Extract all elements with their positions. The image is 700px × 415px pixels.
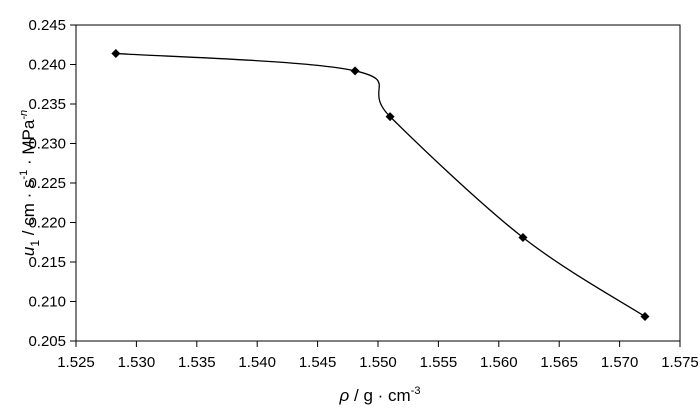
x-tick-label: 1.570 bbox=[601, 354, 639, 371]
y-axis-var-subscript: 1 bbox=[28, 240, 42, 247]
x-tick-label: 1.560 bbox=[480, 354, 518, 371]
y-tick-label: 0.240 bbox=[28, 57, 66, 74]
x-tick-label: 1.550 bbox=[359, 354, 397, 371]
y-axis-unit-exponent1: -1 bbox=[18, 170, 30, 180]
data-point-marker bbox=[385, 112, 395, 122]
y-tick-label: 0.230 bbox=[28, 136, 66, 153]
x-tick-label: 1.575 bbox=[661, 354, 699, 371]
y-tick-label: 0.210 bbox=[28, 294, 66, 311]
y-axis-title: u1 / cm · s-1 · MPa-n bbox=[18, 110, 42, 256]
y-tick-label: 0.220 bbox=[28, 215, 66, 232]
y-axis-ticks bbox=[70, 24, 76, 342]
y-tick-label: 0.225 bbox=[28, 175, 66, 192]
y-tick-label: 0.215 bbox=[28, 254, 66, 271]
x-tick-label: 1.555 bbox=[420, 354, 458, 371]
y-axis-tick-labels: 0.205 0.210 0.215 0.220 0.225 0.230 0.235 0.240… bbox=[28, 17, 66, 350]
data-point-marker bbox=[111, 48, 121, 58]
data-point-marker bbox=[350, 66, 360, 76]
x-tick-label: 1.535 bbox=[178, 354, 216, 371]
y-tick-label: 0.205 bbox=[28, 333, 66, 350]
y-axis-unit-part2: · MPa bbox=[19, 119, 38, 170]
series-layer bbox=[111, 48, 650, 322]
x-axis-tick-labels: 1.525 1.530 1.535 1.540 1.545 1.550 1.555 1.560… bbox=[57, 354, 699, 371]
y-tick-label: 0.235 bbox=[28, 96, 66, 113]
y-axis-var: u bbox=[19, 246, 38, 256]
data-point-marker bbox=[518, 233, 528, 243]
data-point-marker bbox=[640, 312, 650, 322]
x-tick-label: 1.525 bbox=[57, 354, 95, 371]
x-axis-var: ρ bbox=[339, 386, 350, 405]
plot-area bbox=[75, 24, 681, 342]
x-axis-unit: / g · cm bbox=[349, 386, 410, 405]
y-tick-label: 0.245 bbox=[28, 17, 66, 34]
y-axis-unit-part1: / cm · s bbox=[19, 180, 38, 240]
x-axis-unit-exponent: -3 bbox=[411, 385, 421, 397]
x-tick-label: 1.565 bbox=[540, 354, 578, 371]
x-tick-label: 1.540 bbox=[238, 354, 276, 371]
x-tick-label: 1.545 bbox=[299, 354, 337, 371]
x-axis-title: ρ / g · cm-3 bbox=[339, 385, 421, 405]
y-axis-unit-exponent2: -n bbox=[18, 110, 30, 120]
x-axis-ticks bbox=[75, 341, 681, 347]
x-tick-label: 1.530 bbox=[118, 354, 156, 371]
